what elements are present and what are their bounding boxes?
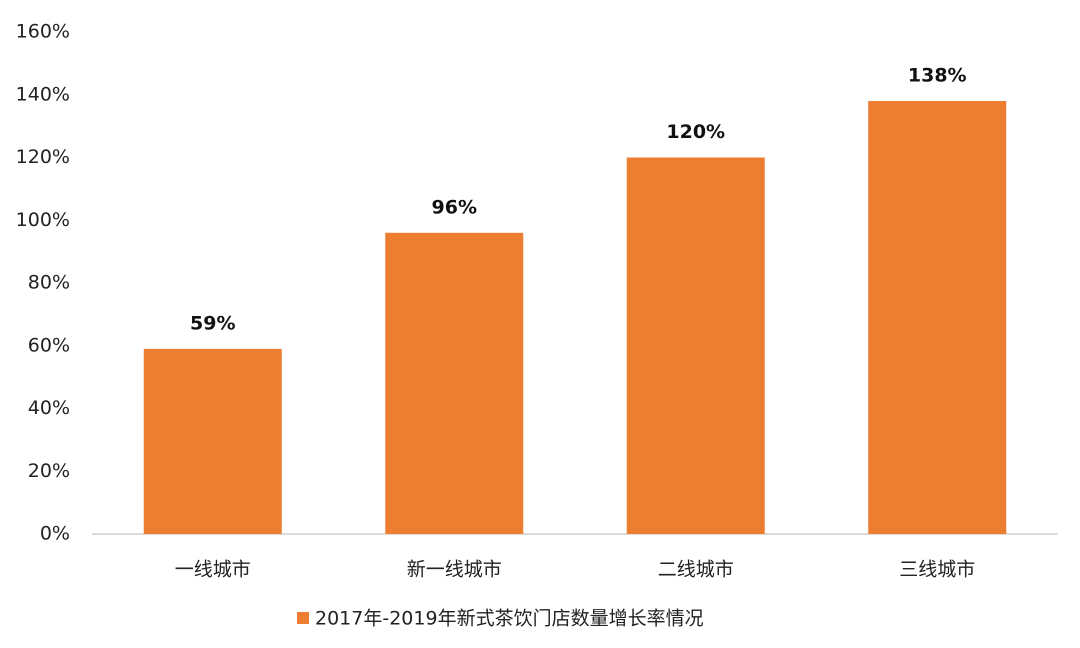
value-label: 59% xyxy=(190,312,235,334)
bar xyxy=(143,348,282,534)
y-tick-label: 0% xyxy=(40,523,70,545)
y-tick-label: 140% xyxy=(16,83,70,105)
value-label: 120% xyxy=(666,121,725,143)
y-tick-label: 100% xyxy=(16,209,70,231)
bar xyxy=(626,157,765,534)
value-label: 96% xyxy=(432,196,477,218)
legend-swatch xyxy=(297,612,309,624)
x-tick-label: 二线城市 xyxy=(658,559,734,581)
bar xyxy=(868,101,1007,535)
y-tick-label: 60% xyxy=(28,334,70,356)
y-tick-label: 80% xyxy=(28,272,70,294)
legend-label: 2017年-2019年新式茶饮门店数量增长率情况 xyxy=(315,608,704,630)
y-tick-label: 160% xyxy=(16,21,70,43)
x-tick-label: 新一线城市 xyxy=(407,559,502,581)
y-tick-label: 120% xyxy=(16,146,70,168)
y-tick-label: 20% xyxy=(28,460,70,482)
bar xyxy=(385,232,524,535)
x-tick-label: 一线城市 xyxy=(175,559,251,581)
x-tick-label: 三线城市 xyxy=(899,559,975,581)
value-label: 138% xyxy=(908,65,967,87)
y-tick-label: 40% xyxy=(28,397,70,419)
